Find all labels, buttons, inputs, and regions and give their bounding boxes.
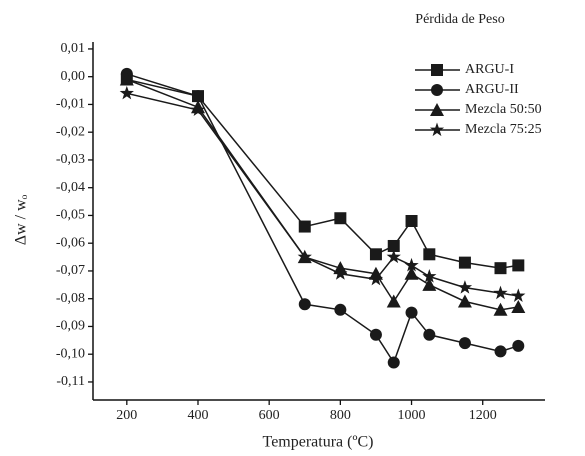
legend-marker xyxy=(430,103,444,116)
y-tick-label: -0,01 xyxy=(56,97,85,112)
y-tick-label: -0,09 xyxy=(56,319,85,334)
marker xyxy=(298,298,311,311)
marker xyxy=(387,239,400,252)
y-tick-label: -0,07 xyxy=(56,263,85,278)
series-line xyxy=(126,73,519,365)
marker xyxy=(493,285,508,300)
marker xyxy=(369,248,382,261)
marker xyxy=(386,294,401,308)
marker xyxy=(334,303,347,316)
marker xyxy=(511,300,526,314)
y-tick-label: 0,00 xyxy=(61,69,86,84)
marker xyxy=(494,345,507,358)
marker xyxy=(298,220,311,233)
x-axis-label: Temperatura (ºC) xyxy=(263,434,374,451)
marker xyxy=(334,212,347,225)
y-tick-label: -0,03 xyxy=(56,152,85,167)
marker xyxy=(405,215,418,227)
x-tick-label: 200 xyxy=(116,408,137,423)
series-line xyxy=(126,78,519,311)
y-tick-label: 0,01 xyxy=(61,41,86,56)
marker xyxy=(190,102,206,117)
marker xyxy=(404,266,419,280)
marker xyxy=(493,302,508,316)
legend-marker xyxy=(429,122,445,137)
marker xyxy=(422,269,437,283)
marker xyxy=(512,339,525,352)
y-axis-label: Δw / wₒ xyxy=(13,194,30,245)
x-tick-label: 600 xyxy=(259,408,280,423)
marker xyxy=(422,277,437,291)
legend-label: Mezcla 75:25 xyxy=(465,122,542,137)
x-tick-label: 800 xyxy=(330,408,351,423)
x-tick-label: 400 xyxy=(187,408,208,423)
marker xyxy=(511,288,526,302)
y-tick-label: -0,02 xyxy=(56,124,85,139)
marker xyxy=(458,337,471,350)
marker xyxy=(512,259,525,272)
marker xyxy=(333,266,348,280)
marker xyxy=(457,280,473,294)
marker xyxy=(119,85,134,100)
y-tick-label: -0,05 xyxy=(56,208,85,223)
y-tick-label: -0,04 xyxy=(56,180,85,195)
marker xyxy=(191,90,204,103)
y-tick-label: -0,10 xyxy=(56,346,85,361)
legend-marker xyxy=(431,64,443,76)
marker xyxy=(457,294,472,308)
marker xyxy=(368,271,384,286)
marker xyxy=(119,72,134,86)
marker xyxy=(458,256,471,269)
marker xyxy=(387,356,400,369)
y-tick-label: -0,06 xyxy=(56,235,85,250)
marker xyxy=(404,257,419,272)
y-tick-label: -0,11 xyxy=(56,374,85,389)
legend-label: ARGU-I xyxy=(465,62,514,77)
marker xyxy=(369,328,382,341)
x-tick-label: 1000 xyxy=(398,408,426,423)
marker xyxy=(405,306,418,319)
legend-label: Mezcla 50:50 xyxy=(465,102,542,117)
legend-marker xyxy=(431,84,443,96)
marker xyxy=(423,328,436,341)
x-tick-label: 1200 xyxy=(469,408,497,423)
legend-label: ARGU-II xyxy=(465,82,519,97)
marker xyxy=(423,248,436,261)
marker xyxy=(494,262,507,275)
marker xyxy=(386,249,401,264)
legend-title: Pérdida de Peso xyxy=(415,12,504,27)
y-tick-label: -0,08 xyxy=(56,291,85,306)
marker xyxy=(297,249,312,264)
